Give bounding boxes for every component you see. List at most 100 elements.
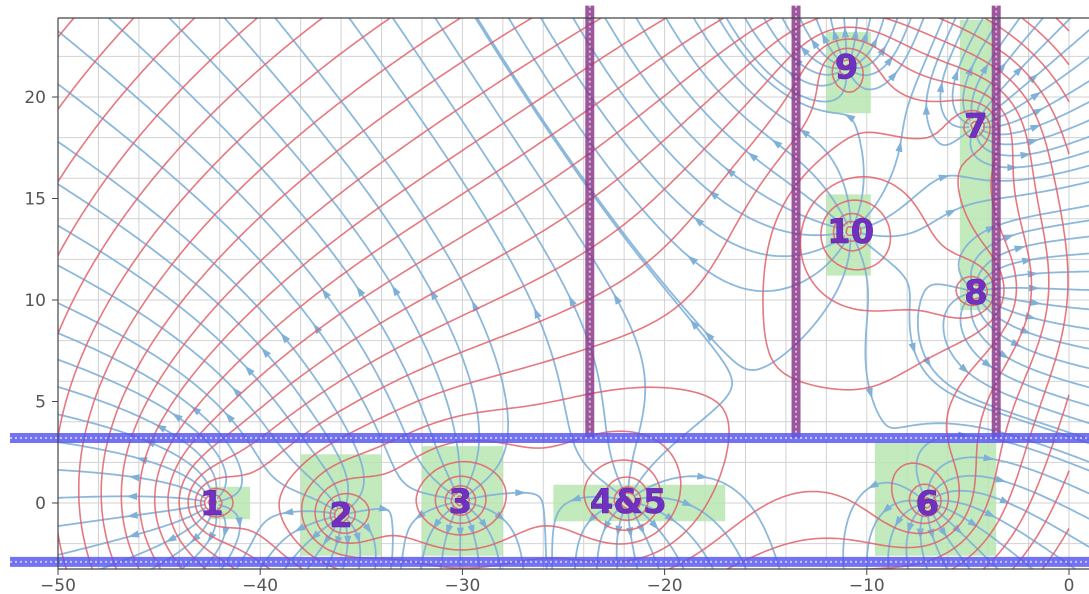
streamline [925, 18, 972, 147]
streamline [929, 474, 1089, 520]
y-tick-label: 10 [24, 291, 46, 311]
streamline [969, 131, 1089, 169]
contour-line [329, 212, 984, 528]
contour-line [58, 18, 75, 39]
streamline-arrow [945, 209, 957, 218]
streamline [58, 506, 207, 556]
streamline [970, 219, 1089, 286]
streamline-arrow [983, 454, 995, 462]
streamline-arrow [235, 517, 243, 529]
streamline-arrow [569, 494, 582, 502]
streamline [798, 18, 841, 66]
streamline [981, 101, 1089, 136]
streamline-arrow [841, 26, 850, 38]
streamline [982, 80, 1089, 129]
streamline [635, 18, 846, 228]
y-tick-label: 0 [35, 494, 46, 514]
streamline [848, 18, 925, 91]
contour-line [138, 18, 1070, 569]
streamline-arrow [881, 503, 893, 514]
streamline-arrow [280, 332, 291, 344]
contour-line [337, 226, 857, 519]
streamline-arrow [922, 103, 930, 115]
streamline [857, 164, 1089, 231]
streamline [939, 18, 970, 129]
source-label: 8 [964, 273, 988, 313]
streamline [58, 264, 339, 510]
streamline [58, 503, 205, 528]
streamline-arrow [689, 319, 700, 330]
streamline-arrow [799, 128, 811, 138]
source-label: 10 [827, 212, 874, 252]
streamline [633, 475, 781, 569]
y-tick-label: 20 [24, 88, 46, 108]
x-tick-label: −30 [444, 576, 480, 594]
streamline-arrow [126, 492, 138, 500]
streamline-arrow [1020, 151, 1032, 159]
streamline [951, 18, 985, 125]
streamline [848, 18, 859, 61]
streamline-arrow [225, 412, 235, 423]
y-tick-label: 5 [35, 393, 46, 413]
streamline [58, 358, 228, 500]
streamline-arrow [984, 509, 996, 518]
streamline-arrow [362, 522, 372, 534]
streamline-arrow [747, 152, 759, 162]
streamline-arrow [1027, 73, 1039, 84]
streamline [717, 18, 865, 225]
contour-line [199, 47, 1018, 569]
contour-line [78, 18, 462, 569]
contour-line [178, 18, 1069, 569]
streamline [962, 18, 1002, 122]
streamline-arrow [998, 350, 1010, 359]
streamline [975, 298, 1089, 370]
streamline-arrow [938, 174, 950, 182]
streamline [539, 18, 846, 258]
streamline-arrow [430, 288, 439, 301]
streamline [815, 18, 842, 63]
streamline-arrow [587, 512, 598, 523]
y-tick-label: 15 [24, 190, 46, 210]
x-tick-label: −50 [40, 576, 76, 594]
streamline-arrow [979, 63, 989, 75]
streamline [58, 413, 213, 497]
streamline-arrow [1027, 138, 1039, 146]
streamline [58, 302, 337, 512]
x-tick-label: −40 [242, 576, 278, 594]
streamline [604, 18, 844, 231]
streamline [981, 270, 1089, 289]
streamline-arrow [321, 288, 331, 300]
streamline [842, 481, 923, 569]
source-label: 2 [329, 496, 353, 536]
contour-line [457, 499, 629, 504]
streamline-arrow [887, 70, 898, 82]
x-tick-label: −10 [849, 576, 885, 594]
contour-line [194, 38, 1033, 569]
streamline [348, 18, 624, 498]
streamline-arrow [851, 28, 859, 40]
streamline-arrow [693, 217, 705, 227]
streamline-arrow [867, 480, 879, 489]
contour-line [58, 18, 324, 336]
streamline-arrow [261, 347, 271, 358]
contour-line [58, 18, 196, 184]
x-tick-label: −20 [647, 576, 683, 594]
streamline-arrow [456, 527, 464, 539]
streamline [223, 18, 481, 496]
streamline [168, 18, 462, 494]
streamline-arrow [810, 38, 820, 50]
streamline-arrow [865, 387, 873, 399]
streamline-arrow [171, 412, 183, 423]
streamline-arrow [821, 32, 830, 45]
streamline [982, 292, 1089, 311]
source-label: 3 [449, 482, 473, 522]
streamline-arrow [894, 515, 904, 527]
streamline-arrow [1014, 245, 1026, 253]
streamline-arrow [494, 511, 506, 521]
streamline [58, 332, 244, 503]
contour-line [58, 18, 392, 569]
contour-line [58, 18, 259, 258]
source-labels: 1 2 3 4&5 6 7 8 9 10 [200, 47, 988, 536]
streamline-arrow [938, 526, 948, 538]
streamline [235, 510, 335, 569]
